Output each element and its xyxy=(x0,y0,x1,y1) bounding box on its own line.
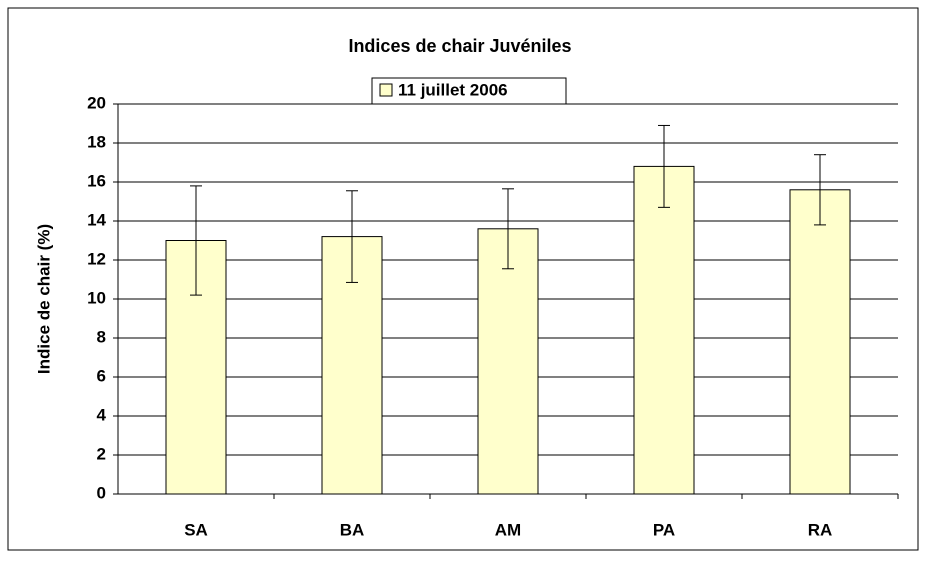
bar xyxy=(477,228,539,495)
x-tick-label: RA xyxy=(808,520,833,539)
error-bar xyxy=(658,124,670,208)
error-bar xyxy=(346,190,358,283)
y-tick-label: 10 xyxy=(87,288,106,307)
y-tick-label: 4 xyxy=(97,405,107,424)
error-bar xyxy=(502,188,514,270)
x-tick-label: PA xyxy=(653,520,675,539)
bar xyxy=(789,189,851,495)
y-tick-label: 16 xyxy=(87,171,106,190)
bar xyxy=(633,165,695,495)
x-tick-label: SA xyxy=(184,520,208,539)
x-tick-label: BA xyxy=(340,520,365,539)
error-bar xyxy=(190,185,202,296)
y-tick-label: 2 xyxy=(97,444,106,463)
error-bar xyxy=(814,154,826,226)
y-tick-label: 8 xyxy=(97,327,106,346)
y-tick-label: 6 xyxy=(97,366,106,385)
x-tick-label: AM xyxy=(495,520,521,539)
y-tick-label: 20 xyxy=(87,93,106,112)
y-tick-label: 0 xyxy=(97,483,106,502)
y-tick-label: 14 xyxy=(87,210,106,229)
y-axis-label: Indice de chair (%) xyxy=(34,224,53,374)
legend-label: 11 juillet 2006 xyxy=(398,80,508,99)
legend-swatch xyxy=(379,83,393,97)
legend-box xyxy=(371,77,567,105)
y-tick-label: 18 xyxy=(87,132,106,151)
y-tick-label: 12 xyxy=(87,249,106,268)
chart-title: Indices de chair Juvéniles xyxy=(348,36,571,56)
